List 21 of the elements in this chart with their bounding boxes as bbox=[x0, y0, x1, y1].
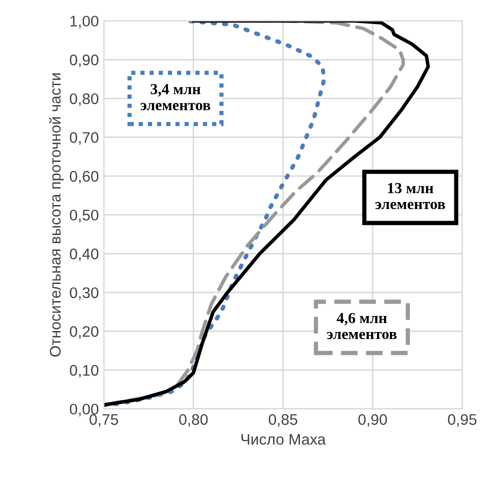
x-tick-label: 0,85 bbox=[268, 414, 298, 427]
y-tick-label: 0,70 bbox=[70, 132, 98, 145]
y-tick-label: 0,50 bbox=[70, 210, 98, 222]
x-tick-label: 0,95 bbox=[448, 414, 476, 427]
text: 4,6 млн элементов bbox=[327, 312, 397, 340]
y-tick-label: 0,90 bbox=[70, 54, 98, 68]
y-tick-label: 1,00 bbox=[70, 16, 98, 28]
y-tick-label: 0,40 bbox=[70, 248, 98, 262]
x-tick-label: 0,75 bbox=[90, 414, 118, 427]
y-tick-label: 0,20 bbox=[70, 326, 98, 339]
y-tick-label: 0,10 bbox=[70, 364, 98, 378]
y-tick-label: 0,60 bbox=[70, 170, 98, 184]
y-axis-title: Относительная высота проточной части bbox=[49, 73, 64, 357]
y-tick-label: 0,80 bbox=[70, 93, 98, 106]
text: 13 млн элементов bbox=[375, 182, 446, 210]
y-tick-label: 0,30 bbox=[70, 287, 98, 300]
text: 3,4 млн элементов bbox=[140, 84, 210, 110]
x-axis-title: Число Маха bbox=[241, 434, 326, 445]
x-tick-label: 0,90 bbox=[358, 414, 387, 427]
x-tick-label: 0,80 bbox=[179, 414, 208, 427]
y-tick-label: 0,00 bbox=[70, 404, 98, 416]
